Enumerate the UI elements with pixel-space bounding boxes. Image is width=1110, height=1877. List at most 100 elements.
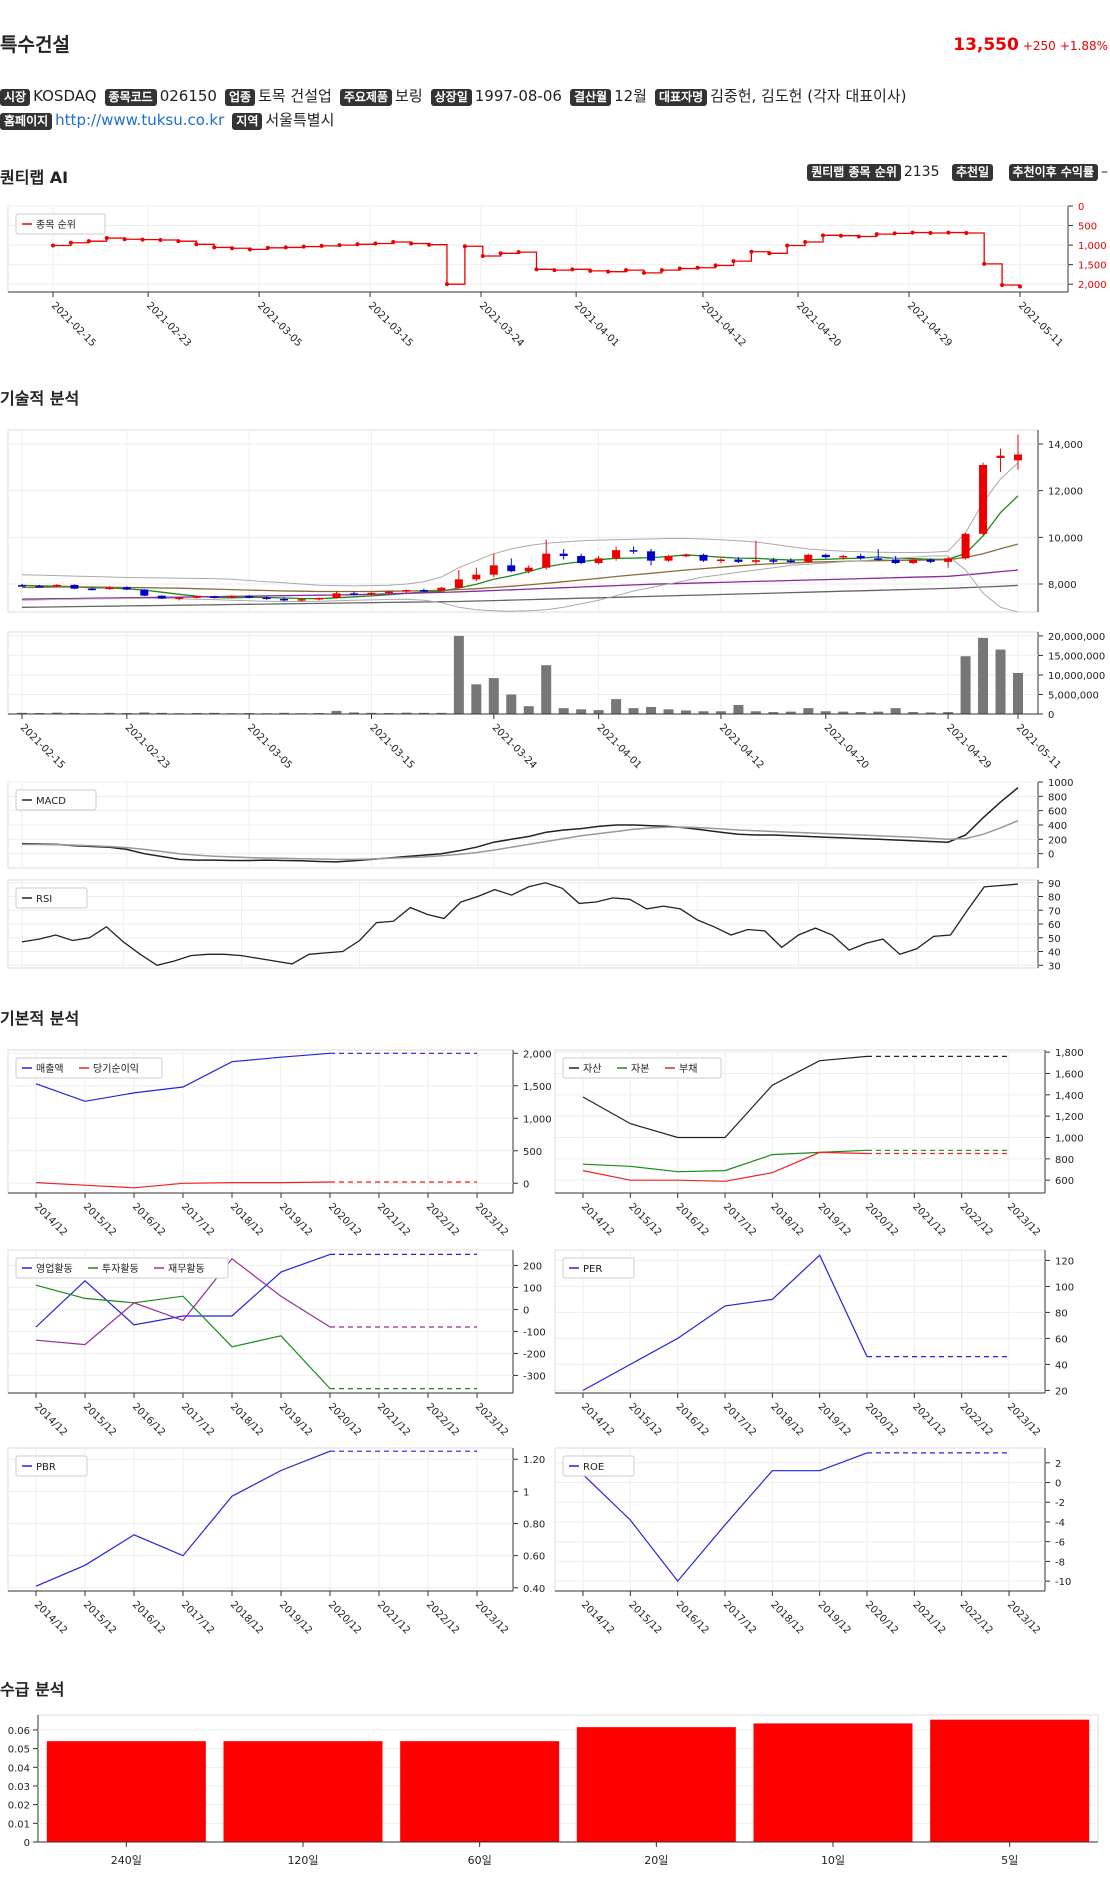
info2-value-1: 서울특별시 (265, 111, 335, 129)
candle-body (402, 590, 411, 592)
volume-bar (750, 711, 761, 714)
candle-body (87, 588, 96, 591)
pbr-chart-ytick-label-2: 0.80 (523, 1520, 545, 1531)
rank-point (212, 245, 217, 250)
supply-bar-5 (930, 1719, 1090, 1842)
cashflow-chart-xtick-label-9: 2023/12 (473, 1401, 510, 1438)
cashflow-chart-xtick-label-3: 2017/12 (179, 1401, 216, 1438)
assets-chart-ytick-label-0: 600 (1055, 1176, 1074, 1187)
volume-bar (209, 712, 220, 714)
info2-value-0[interactable]: http://www.tuksu.co.kr (55, 111, 225, 129)
roe-chart-xtick-label-2: 2016/12 (674, 1599, 711, 1636)
cashflow-chart-xtick-label-7: 2021/12 (375, 1401, 412, 1438)
candle-body (1014, 454, 1022, 461)
volume-bar (785, 711, 796, 714)
rsi-chart-legend-label-0: RSI (36, 894, 52, 905)
candle-body (507, 565, 516, 572)
candle-body (821, 554, 830, 558)
overlay-bb_upper (21, 462, 1019, 587)
volume-bar (436, 712, 447, 714)
roe-chart-legend-box (562, 1455, 635, 1477)
volume-bar (593, 710, 604, 714)
volume-chart-xtick-label-5: 2021-04-01 (595, 722, 644, 771)
volume-bar (873, 711, 884, 714)
volume-bar (17, 712, 27, 714)
info2-label-0: 홈페이지 (0, 113, 53, 130)
candle-body (384, 591, 393, 593)
candle-body (944, 558, 953, 562)
rec-date-label: 추천일 (951, 164, 994, 181)
candle-chart-ytick-label-2: 12,000 (1048, 487, 1083, 498)
volume-bar (803, 708, 814, 714)
supply-chart-ytick-label-6: 0.06 (8, 1726, 30, 1737)
pbr-chart-xtick-label-7: 2021/12 (375, 1599, 412, 1636)
cashflow-chart-ytick-label-2: -100 (523, 1327, 546, 1338)
candle-body (332, 593, 341, 598)
rank-chart-legend-label-0: 종목 순위 (36, 218, 76, 231)
volume-bar (855, 712, 866, 714)
section-title-supply: 수급 분석 (0, 1680, 65, 1699)
roe-chart-xtick-label-6: 2020/12 (863, 1599, 900, 1636)
stock-info-row-1: 시장 KOSDAQ 종목코드 026150 업종 토목 건설업 주요제품 보링 상장일 1997-… (0, 84, 915, 108)
rank-point (982, 261, 987, 266)
volume-chart-xtick-label-4: 2021-03-24 (490, 722, 539, 771)
candle-body (175, 597, 184, 600)
assets-chart-ytick-label-4: 1,400 (1055, 1091, 1084, 1102)
candle-body (769, 560, 778, 562)
rank-point (552, 268, 557, 273)
assets-chart-ytick-label-1: 800 (1055, 1155, 1074, 1166)
pbr-chart-xtick-label-5: 2019/12 (277, 1599, 314, 1636)
rank-point (659, 268, 664, 273)
volume-chart-ytick-label-4: 20,000,000 (1048, 632, 1105, 643)
rsi-chart-ytick-label-0: 30 (1048, 961, 1061, 972)
volume-bar (523, 706, 534, 714)
volume-bar (960, 656, 971, 714)
candle-chart-ytick-label-0: 8,000 (1048, 580, 1077, 591)
rank-point (230, 246, 235, 251)
assets-chart-ytick-label-5: 1,600 (1055, 1069, 1084, 1080)
rank-chart-xtick-label-3: 2021-03-15 (366, 300, 415, 349)
rank-point (444, 282, 449, 287)
info-value-2: 토목 건설업 (258, 87, 332, 105)
supply-bar-1 (223, 1741, 383, 1842)
candle-body (629, 550, 638, 552)
candle-body (472, 574, 481, 580)
rsi-chart-ytick-label-2: 50 (1048, 934, 1061, 945)
rank-chart-xtick-label-8: 2021-04-29 (905, 300, 954, 349)
cashflow-chart: -300 -200 -100 0 100 200 영업활동 투자활동 재무활동 2014/12 20… (7, 1249, 546, 1438)
assets-chart-xtick-label-1: 2015/12 (626, 1201, 663, 1238)
rank-point (391, 239, 396, 244)
supply-xtick-label-1: 120일 (287, 1853, 318, 1867)
volume-bar (925, 712, 936, 714)
supply-bar-4 (753, 1723, 913, 1842)
rank-point (140, 237, 145, 242)
candle-body (437, 587, 446, 591)
macd-line-1 (21, 820, 1019, 861)
assets-chart-legend-box (562, 1057, 722, 1079)
rank-point (695, 265, 700, 270)
sales-chart: 0 500 1,000 1,500 2,000 매출액 당기순이익 2014/12 2015/1… (7, 1049, 552, 1238)
per-chart-xtick-label-8: 2022/12 (958, 1401, 995, 1438)
rank-point (1018, 284, 1022, 289)
rank-point (821, 233, 826, 238)
supply-chart-frame (37, 1714, 1099, 1843)
rank-chart-ytick-label-3: 1,500 (1078, 261, 1107, 272)
rank-point (427, 242, 432, 247)
pbr-chart: 0.40 0.60 0.80 1 1.20 PBR 2014/12 2015/12 2016/1… (7, 1447, 545, 1636)
rsi-chart-ytick-label-5: 80 (1048, 893, 1061, 904)
rank-point (104, 236, 109, 241)
rank-point (624, 268, 629, 273)
rank-point (498, 251, 503, 256)
sales-chart-xtick-label-5: 2019/12 (277, 1201, 314, 1238)
price-change: +250 (1022, 39, 1056, 53)
candle-body (839, 556, 848, 558)
volume-bar (715, 711, 726, 714)
cashflow-chart-xtick-label-4: 2018/12 (228, 1401, 265, 1438)
rank-point (86, 239, 91, 244)
volume-bar (51, 712, 62, 714)
rank-point (122, 237, 127, 242)
candle-body (647, 551, 656, 561)
roe-chart-xtick-label-1: 2015/12 (626, 1599, 663, 1636)
candle-body (664, 556, 673, 561)
assets-chart-xtick-label-4: 2018/12 (768, 1201, 805, 1238)
